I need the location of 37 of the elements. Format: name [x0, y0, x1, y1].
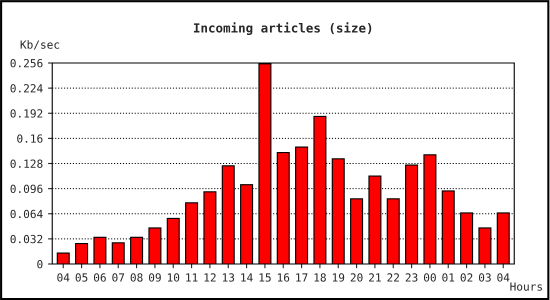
x-tick-label: 08: [130, 273, 143, 282]
x-tick-label: 07: [112, 273, 124, 282]
x-tick-label: 01: [442, 273, 454, 282]
x-tick-label: 21: [369, 273, 381, 282]
x-tick-label: 02: [460, 273, 472, 282]
x-tick-label: 05: [76, 273, 88, 282]
x-tick-label: 16: [278, 273, 290, 282]
y-tick-label: 0.032: [10, 234, 42, 244]
x-tick-label: 18: [314, 273, 326, 282]
y-tick-label: 0: [37, 260, 42, 268]
x-tick-label: 14: [241, 273, 253, 282]
x-tick-label: 04: [497, 273, 510, 282]
y-tick-label: 0.16: [17, 134, 42, 143]
x-tick-label: 22: [387, 273, 399, 282]
y-axis-title: Kb/sec: [20, 40, 60, 50]
x-tick-label: 20: [350, 273, 363, 282]
y-tick-label: 0.128: [10, 160, 43, 168]
x-tick-label: 09: [148, 273, 161, 282]
x-tick-label: 12: [204, 273, 216, 282]
y-tick-label: 0.224: [10, 84, 43, 93]
x-tick-label: 04: [57, 273, 70, 282]
chart-title: Incoming articles (size): [194, 22, 372, 36]
x-tick-label: 06: [94, 273, 106, 282]
y-tick-label: 0.192: [10, 109, 42, 118]
y-tick-label: 0.064: [10, 210, 43, 218]
x-tick-label: 19: [332, 273, 344, 282]
x-tick-label: 00: [424, 273, 436, 282]
x-tick-label: 15: [260, 273, 271, 282]
x-tick-label: 11: [186, 273, 198, 282]
x-tick-label: 23: [406, 273, 418, 282]
y-tick-label: 0.256: [10, 59, 43, 68]
x-tick-label: 13: [222, 273, 234, 282]
x-axis-title: Hours: [510, 282, 542, 291]
x-tick-label: 10: [168, 273, 180, 282]
x-tick-label: 17: [296, 273, 308, 282]
x-tick-label: 03: [478, 273, 491, 282]
y-tick-label: 0.096: [10, 184, 43, 194]
